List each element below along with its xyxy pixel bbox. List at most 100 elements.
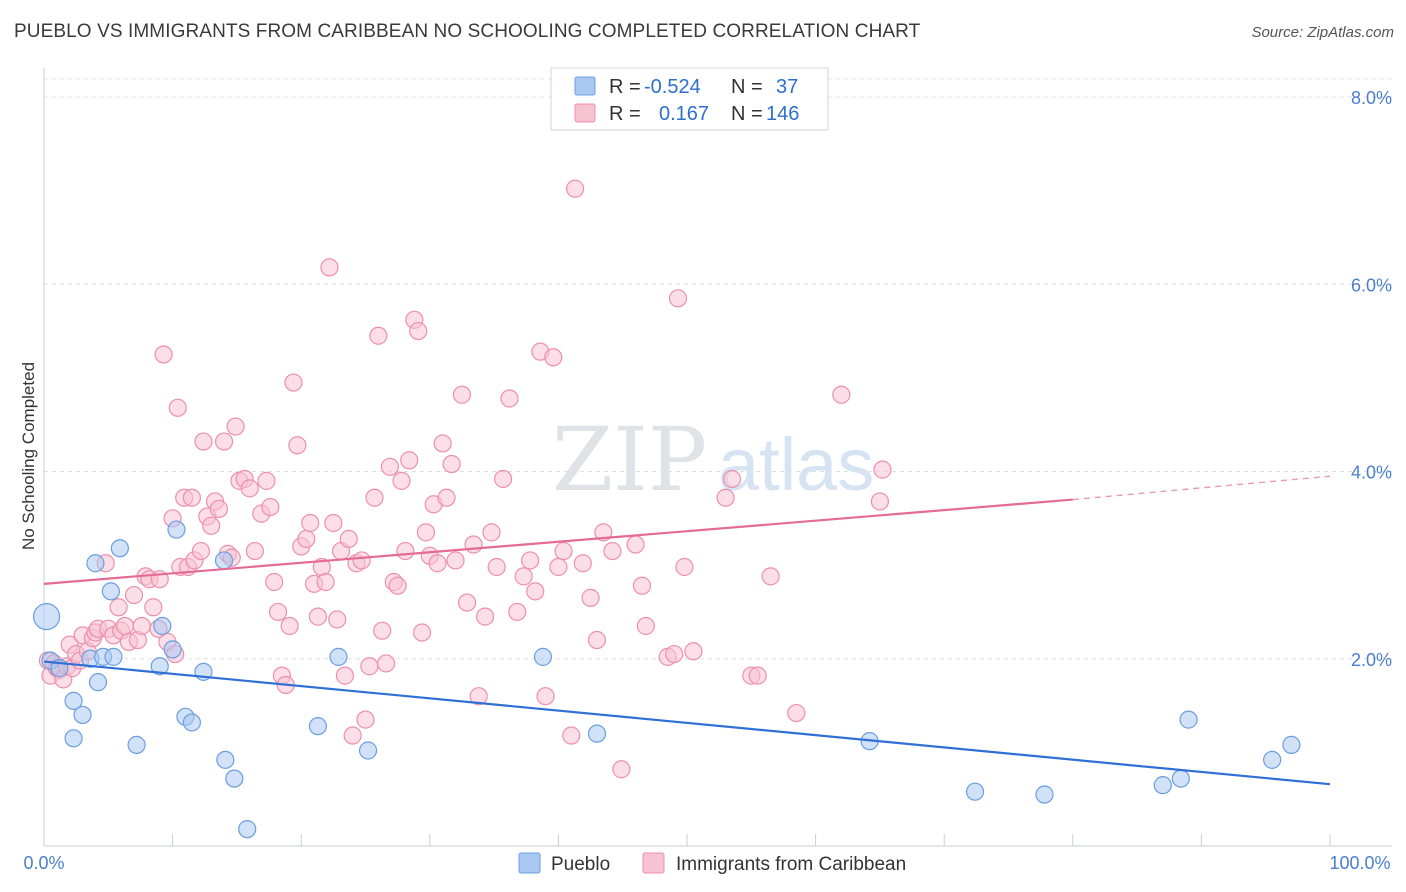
pueblo-point xyxy=(73,705,92,725)
watermark-zip: ZIP xyxy=(552,408,707,511)
caribbean-point xyxy=(761,567,780,586)
caribbean-point xyxy=(132,616,151,636)
caribbean-point xyxy=(521,551,540,570)
caribbean-point xyxy=(787,703,806,723)
caribbean-point xyxy=(566,179,585,198)
caribbean-point xyxy=(214,432,234,451)
pueblo-point xyxy=(238,820,257,839)
caribbean-point xyxy=(194,432,213,451)
caribbean-point xyxy=(301,513,320,533)
caribbean-point xyxy=(409,321,428,341)
caribbean-point xyxy=(396,541,415,561)
caribbean-point xyxy=(154,345,173,364)
x-tick-label-min: 0.0% xyxy=(23,853,64,873)
grid xyxy=(44,78,1392,660)
caribbean-point xyxy=(428,554,447,573)
caribbean-point xyxy=(464,535,483,554)
pueblo-point xyxy=(86,554,105,573)
pueblo-point xyxy=(127,735,146,754)
caribbean-point xyxy=(339,529,358,549)
bottom-legend-swatch-caribbean xyxy=(642,852,665,874)
caribbean-point xyxy=(268,602,288,622)
caribbean-point xyxy=(380,457,400,476)
caribbean-point xyxy=(832,385,851,404)
caribbean-point xyxy=(748,666,767,685)
pueblo-point xyxy=(101,582,120,601)
caribbean-point xyxy=(343,726,362,745)
pueblo-point xyxy=(1035,785,1054,804)
y-tick-label: 2.0% xyxy=(1351,650,1392,670)
caribbean-point xyxy=(494,469,513,489)
caribbean-point xyxy=(265,572,284,592)
pueblo-point xyxy=(225,769,244,788)
caribbean-point xyxy=(240,479,259,498)
pueblo-point xyxy=(167,520,186,539)
y-axis-label: No Schooling Completed xyxy=(19,362,38,550)
pueblo-point xyxy=(104,647,123,666)
chart-title: PUEBLO VS IMMIGRANTS FROM CARIBBEAN NO S… xyxy=(14,21,921,42)
caribbean-point xyxy=(536,687,555,706)
legend-n-label-pueblo: N = xyxy=(731,76,763,98)
caribbean-trendline-extension xyxy=(1072,475,1331,501)
caribbean-point xyxy=(442,454,461,474)
caribbean-point xyxy=(549,557,568,577)
pueblo-point xyxy=(214,551,234,570)
caribbean-point xyxy=(873,460,892,479)
caribbean-point xyxy=(288,436,307,455)
caribbean-trendline xyxy=(43,498,1073,585)
caribbean-point xyxy=(412,623,432,642)
pueblo-point xyxy=(64,691,83,710)
caribbean-point xyxy=(245,541,265,561)
bottom-legend-label-caribbean: Immigrants from Caribbean xyxy=(676,854,906,875)
legend-n-value-caribbean: 146 xyxy=(766,103,799,125)
legend-r-value-caribbean: 0.167 xyxy=(659,103,709,125)
caribbean-point xyxy=(373,621,392,640)
caribbean-point xyxy=(280,616,299,636)
caribbean-point xyxy=(500,389,519,408)
caribbean-point xyxy=(612,760,631,779)
legend-r-label-pueblo: R = xyxy=(609,76,641,98)
caribbean-point xyxy=(261,497,280,517)
pueblo-trendline xyxy=(43,660,1331,786)
watermark: ZIP atlas xyxy=(552,408,874,511)
caribbean-point xyxy=(328,610,347,629)
caribbean-point xyxy=(320,258,339,277)
pueblo-point xyxy=(358,741,378,760)
pueblo-point xyxy=(533,647,553,666)
x-tick-label-max: 100.0% xyxy=(1329,853,1390,873)
bottom-legend: Pueblo Immigrants from Caribbean xyxy=(518,852,906,875)
caribbean-point xyxy=(226,417,245,436)
pueblo-point xyxy=(88,673,108,692)
caribbean-point xyxy=(716,488,735,507)
caribbean-point xyxy=(115,616,135,636)
legend-r-label-caribbean: R = xyxy=(609,103,641,125)
pueblo-point xyxy=(216,750,235,769)
caribbean-point xyxy=(562,726,581,745)
caribbean-point xyxy=(508,602,527,622)
caribbean-point xyxy=(335,666,355,685)
caribbean-point xyxy=(388,576,407,595)
pueblo-point xyxy=(1282,735,1301,754)
y-tick-label: 8.0% xyxy=(1351,88,1392,108)
caribbean-point xyxy=(554,541,573,561)
axes xyxy=(43,68,1392,847)
legend-n-value-pueblo: 37 xyxy=(776,76,798,98)
caribbean-point xyxy=(400,451,419,470)
caribbean-point xyxy=(587,630,607,650)
bottom-legend-label-pueblo: Pueblo xyxy=(551,854,610,875)
legend: R = -0.524 N = 37 R = 0.167 N = 146 xyxy=(550,67,829,131)
caribbean-point xyxy=(573,554,592,573)
tick-labels: 2.0% 4.0% 6.0% 8.0% xyxy=(1351,88,1392,670)
caribbean-point xyxy=(452,385,472,404)
pueblo-point xyxy=(587,724,607,743)
legend-r-value-pueblo: -0.524 xyxy=(644,76,701,98)
caribbean-point xyxy=(544,348,563,367)
caribbean-point xyxy=(603,541,622,561)
caribbean-point xyxy=(376,654,396,673)
caribbean-point xyxy=(191,541,210,561)
caribbean-point xyxy=(109,598,128,617)
caribbean-point xyxy=(684,642,703,661)
bottom-legend-swatch-pueblo xyxy=(518,852,541,874)
caribbean-point xyxy=(437,488,456,507)
